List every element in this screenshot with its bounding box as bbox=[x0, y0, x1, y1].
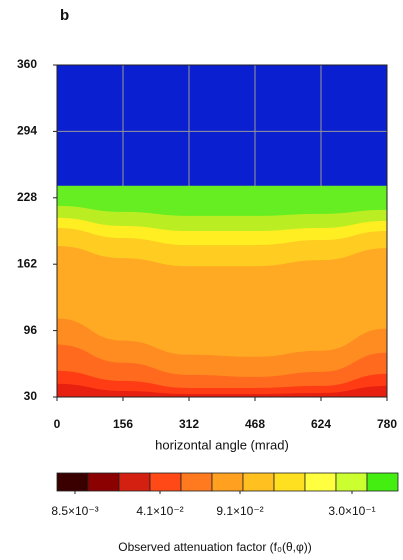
colorbar-swatch bbox=[87, 472, 120, 492]
x-axis-label: horizontal angle (mrad) bbox=[155, 437, 289, 452]
x-tick-label: 780 bbox=[377, 417, 397, 431]
colorbar-swatch bbox=[149, 472, 182, 492]
colorbar-swatch bbox=[335, 472, 368, 492]
colorbar-swatch bbox=[211, 472, 244, 492]
x-tick-label: 624 bbox=[311, 417, 331, 431]
y-tick-label: 30 bbox=[24, 389, 38, 403]
y-tick-label: 96 bbox=[24, 323, 38, 337]
colorbar-tick-label: 3.0×10⁻¹ bbox=[328, 504, 375, 518]
y-tick-label: 162 bbox=[17, 256, 37, 270]
colorbar-tick-label: 9.1×10⁻² bbox=[216, 504, 263, 518]
x-tick-label: 312 bbox=[179, 417, 199, 431]
colorbar-swatch bbox=[118, 472, 151, 492]
y-tick-label: 228 bbox=[17, 190, 37, 204]
colorbar-swatch bbox=[304, 472, 337, 492]
x-tick-label: 468 bbox=[245, 417, 265, 431]
colorbar-swatch bbox=[366, 472, 399, 492]
y-tick-label: 294 bbox=[17, 124, 37, 138]
colorbar-swatch bbox=[56, 472, 89, 492]
contour-band bbox=[57, 370, 387, 397]
plot-frame bbox=[56, 64, 388, 398]
contour-band bbox=[57, 383, 387, 397]
colorbar-swatch bbox=[180, 472, 213, 492]
x-tick-label: 0 bbox=[54, 417, 61, 431]
colorbar-tick-label: 4.1×10⁻² bbox=[136, 504, 183, 518]
colorbar-tick-label: 8.5×10⁻³ bbox=[51, 504, 98, 518]
colorbar-swatch bbox=[242, 472, 275, 492]
colorbar-title: Observed attenuation factor (f₀(θ,φ)) bbox=[118, 540, 312, 554]
y-tick-label: 360 bbox=[17, 57, 37, 71]
x-tick-label: 156 bbox=[113, 417, 133, 431]
panel-label: b bbox=[60, 7, 69, 24]
colorbar-swatch bbox=[273, 472, 306, 492]
